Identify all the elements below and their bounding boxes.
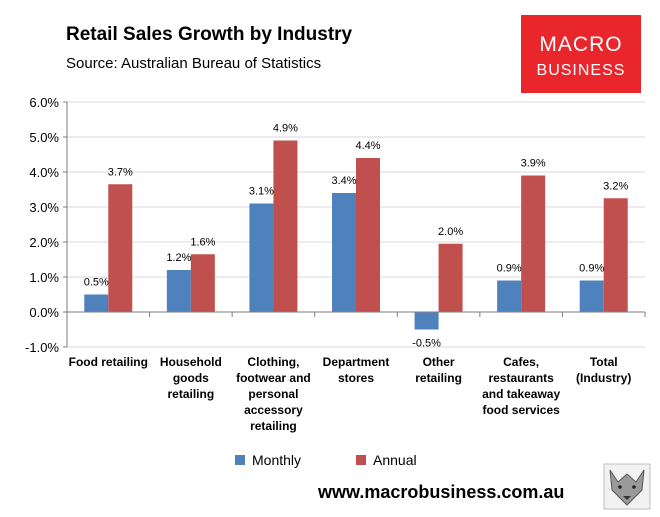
category-labels: Food retailing Household goods retailing Clo… <box>69 355 632 433</box>
legend: Monthly Annual <box>235 452 417 468</box>
y-tick-label: 1.0% <box>29 270 59 285</box>
data-label-monthly: 0.9% <box>497 263 522 275</box>
bars <box>84 140 628 330</box>
data-label-annual: 2.0% <box>438 226 463 238</box>
legend-swatch-annual <box>356 455 366 465</box>
bar-monthly <box>84 294 109 312</box>
category-label: (Industry) <box>576 371 631 385</box>
bar-monthly <box>249 203 274 312</box>
data-labels: 0.5% 1.2% 3.1% 3.4% -0.5% 0.9% 0.9% 3.7% 1.6% 4.9… <box>84 123 629 350</box>
bar-monthly <box>332 193 356 312</box>
bar-annual <box>273 140 298 312</box>
category-label: goods <box>173 371 209 385</box>
y-axis: -1.0% 0.0% 1.0% 2.0% 3.0% 4.0% 5.0% 6.0% <box>25 95 68 355</box>
y-tick-label: 2.0% <box>29 235 59 250</box>
x-axis <box>66 311 646 317</box>
chart-subtitle: Source: Australian Bureau of Statistics <box>66 55 321 72</box>
y-tick-label: -1.0% <box>25 340 59 355</box>
data-label-monthly: 3.1% <box>249 186 274 198</box>
logo-line-2: BUSINESS <box>537 62 626 79</box>
logo-line-1: MACRO <box>539 33 622 56</box>
category-label: Clothing, <box>247 355 299 369</box>
footer-url: www.macrobusiness.com.au <box>317 482 564 502</box>
category-label: restaurants <box>488 371 554 385</box>
category-label: Household <box>160 355 222 369</box>
category-label: Other <box>423 355 455 369</box>
legend-swatch-monthly <box>235 455 245 465</box>
data-label-annual: 1.6% <box>190 236 215 248</box>
data-label-annual: 3.7% <box>108 166 133 178</box>
bar-monthly <box>497 280 522 312</box>
y-tick-label: 0.0% <box>29 305 59 320</box>
data-label-annual: 4.9% <box>273 123 298 135</box>
bar-monthly <box>166 270 191 312</box>
category-label: accessory <box>244 403 303 417</box>
category-label: stores <box>338 371 374 385</box>
logo-background <box>521 15 641 93</box>
category-label: personal <box>248 387 298 401</box>
chart-title: Retail Sales Growth by Industry <box>66 24 353 45</box>
data-label-monthly: -0.5% <box>412 338 441 350</box>
bar-annual <box>108 184 133 312</box>
data-label-annual: 4.4% <box>355 140 380 152</box>
category-label: retailing <box>415 371 462 385</box>
data-label-annual: 3.9% <box>521 158 546 170</box>
category-label: food services <box>482 403 560 417</box>
y-tick-label: 3.0% <box>29 200 59 215</box>
y-tick-label: 6.0% <box>29 95 59 110</box>
category-label: footwear and <box>236 371 311 385</box>
bar-annual <box>190 254 215 312</box>
wolf-logo-icon <box>603 463 651 510</box>
data-label-annual: 3.2% <box>603 180 628 192</box>
data-label-monthly: 1.2% <box>166 252 191 264</box>
category-label: retailing <box>168 387 215 401</box>
category-label: Total <box>590 355 618 369</box>
category-label: and takeaway <box>482 387 560 401</box>
y-tick-label: 4.0% <box>29 165 59 180</box>
category-label: retailing <box>250 419 297 433</box>
data-label-monthly: 0.9% <box>579 263 604 275</box>
bar-monthly <box>414 312 439 330</box>
bar-annual <box>438 243 463 312</box>
category-label: Department <box>323 355 390 369</box>
category-label: Cafes, <box>503 355 539 369</box>
bar-annual <box>356 158 380 312</box>
y-tick-label: 5.0% <box>29 130 59 145</box>
bar-annual <box>603 198 628 312</box>
bar-monthly <box>579 280 604 312</box>
data-label-monthly: 3.4% <box>331 175 356 187</box>
legend-label-monthly: Monthly <box>252 452 301 468</box>
macrobusiness-logo: MACRO BUSINESS <box>521 15 641 93</box>
legend-label-annual: Annual <box>373 452 417 468</box>
category-label: Food retailing <box>69 355 148 369</box>
bar-annual <box>521 175 546 312</box>
data-label-monthly: 0.5% <box>84 277 109 289</box>
